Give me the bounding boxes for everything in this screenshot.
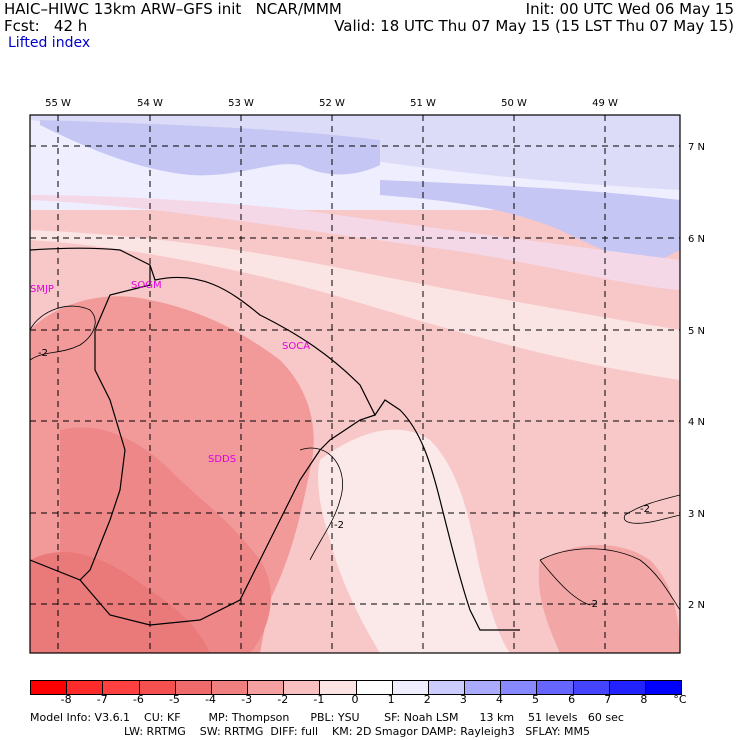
station-labels: SMJP SOGM SOCA SDDS xyxy=(30,280,310,465)
lat-lon-grid xyxy=(30,115,680,653)
lat-label: 6 N xyxy=(688,234,705,245)
color-scale-segment xyxy=(211,681,249,694)
color-scale-tick-label: -5 xyxy=(168,693,180,706)
coastline-borders xyxy=(30,247,520,631)
lon-label: 52 W xyxy=(319,98,345,109)
forecast-hour: Fcst: 42 h xyxy=(4,17,88,35)
latitude-labels: 7 N 6 N 5 N 4 N 3 N 2 N xyxy=(688,142,705,611)
field-name: Lifted index xyxy=(8,35,91,51)
color-scale-tick-label: 1 xyxy=(387,693,395,706)
lat-label: 2 N xyxy=(688,600,705,611)
model-info-line-1: Model Info: V3.6.1 CU: KF MP: Thompson P… xyxy=(30,711,624,724)
color-scale-tick-label: -6 xyxy=(132,693,144,706)
lat-label: 3 N xyxy=(688,509,705,520)
map-field xyxy=(30,115,680,653)
color-scale-tick-label: 8 xyxy=(640,693,648,706)
lon-label: 49 W xyxy=(592,98,618,109)
color-scale-tick-label: -4 xyxy=(205,693,217,706)
color-scale-segment xyxy=(537,681,574,694)
color-scale-unit: °C xyxy=(673,693,687,706)
contour-label: -2 xyxy=(588,599,598,610)
color-scale-tick-label: -7 xyxy=(96,693,108,706)
color-scale-segment xyxy=(356,681,393,694)
color-scale-segment xyxy=(103,681,140,694)
color-scale-tick-label: 2 xyxy=(423,693,431,706)
color-scale-segment xyxy=(248,681,285,694)
color-scale-segment xyxy=(175,681,212,694)
contour-lines xyxy=(30,305,680,611)
map-frame xyxy=(29,114,681,654)
color-scale-segment xyxy=(31,681,68,694)
contour-label: -2 xyxy=(334,520,344,531)
model-title: HAIC–HIWC 13km ARW–GFS init NCAR/MMM xyxy=(4,0,342,18)
color-scale-segment xyxy=(284,681,321,694)
color-scale-bar xyxy=(30,680,682,695)
lon-label: 55 W xyxy=(45,98,71,109)
color-scale-segment xyxy=(609,681,646,694)
color-scale-tick-label: -2 xyxy=(277,693,289,706)
color-scale-segment xyxy=(465,681,502,694)
station-sdds: SDDS xyxy=(208,454,236,465)
station-smjp: SMJP xyxy=(30,284,54,295)
lon-label: 51 W xyxy=(410,98,436,109)
color-scale-tick-label: 7 xyxy=(604,693,612,706)
lat-label: 5 N xyxy=(688,326,705,337)
color-scale-tick-label: 3 xyxy=(459,693,467,706)
color-scale-segment xyxy=(645,681,682,694)
contour-label: -2 xyxy=(38,348,48,359)
color-scale-segment xyxy=(67,681,104,694)
color-scale-segment xyxy=(573,681,610,694)
color-scale-segment xyxy=(501,681,538,694)
lat-label: 7 N xyxy=(688,142,705,153)
lon-label: 54 W xyxy=(137,98,163,109)
color-scale-tick-label: -8 xyxy=(60,693,72,706)
longitude-labels: 55 W 54 W 53 W 52 W 51 W 50 W 49 W xyxy=(45,98,618,109)
color-scale-segment xyxy=(139,681,176,694)
color-scale-segment xyxy=(428,681,466,694)
color-scale-tick-label: -3 xyxy=(241,693,253,706)
station-soca: SOCA xyxy=(282,341,310,352)
color-scale-tick-label: 5 xyxy=(532,693,540,706)
color-scale-tick-label: 6 xyxy=(568,693,576,706)
color-scale-segment xyxy=(320,681,357,694)
color-scale-tick-label: -1 xyxy=(313,693,325,706)
color-scale-tick-label: 4 xyxy=(495,693,503,706)
station-sogm: SOGM xyxy=(131,280,162,291)
lon-label: 50 W xyxy=(501,98,527,109)
lon-label: 53 W xyxy=(228,98,254,109)
color-scale-segment xyxy=(392,681,429,694)
color-scale-tick-label: 0 xyxy=(351,693,359,706)
valid-time: Valid: 18 UTC Thu 07 May 15 (15 LST Thu … xyxy=(334,17,734,35)
contour-labels: -2 -2 -2 -2 xyxy=(38,348,650,610)
lat-label: 4 N xyxy=(688,417,705,428)
contour-label: -2 xyxy=(640,504,650,515)
lifted-index-map: 55 W 54 W 53 W 52 W 51 W 50 W 49 W 7 N 6… xyxy=(29,98,705,654)
init-time: Init: 00 UTC Wed 06 May 15 xyxy=(525,0,734,18)
model-info-line-2: LW: RRTMG SW: RRTMG DIFF: full KM: 2D Sm… xyxy=(124,725,590,738)
